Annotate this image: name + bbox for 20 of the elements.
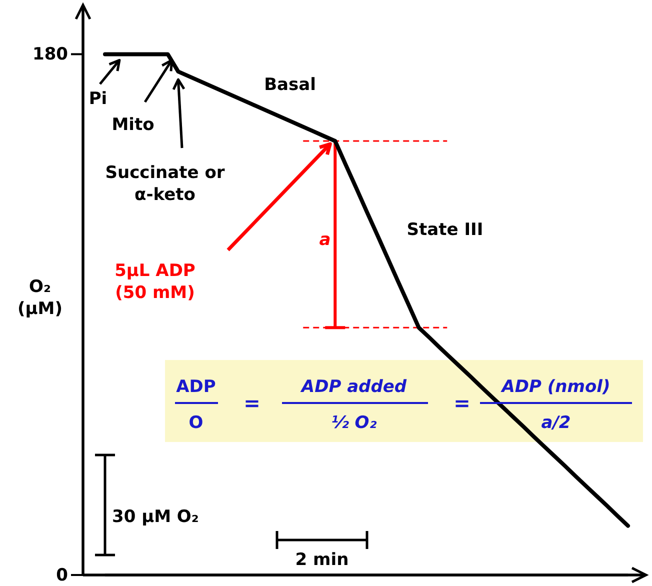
annotation: 30 μM O₂ xyxy=(112,507,199,527)
y-axis-title: O₂ (μM) xyxy=(18,277,62,320)
annotation: a xyxy=(319,230,331,250)
annotation: ADP xyxy=(176,377,216,397)
annotation: Pi xyxy=(88,89,108,109)
annotation: State III xyxy=(406,220,484,240)
annotation: = xyxy=(454,391,470,415)
annotation: ADP added xyxy=(299,377,408,397)
annotation: ADP (nmol) xyxy=(500,377,610,397)
y-tick-label: 180 xyxy=(32,44,68,65)
annotation: Basal xyxy=(264,75,316,95)
y-tick-label: 0 xyxy=(56,565,68,586)
annotation: 2 min xyxy=(295,550,349,570)
annotation: ½ O₂ xyxy=(331,413,378,433)
annotation: 5μL ADP (50 mM) xyxy=(114,261,196,304)
annotation: Mito xyxy=(112,115,154,135)
annotation: = xyxy=(244,391,260,415)
annotation: a/2 xyxy=(541,413,571,433)
annotation: Succinate or α-keto xyxy=(105,163,226,206)
annotation: O xyxy=(188,413,204,433)
